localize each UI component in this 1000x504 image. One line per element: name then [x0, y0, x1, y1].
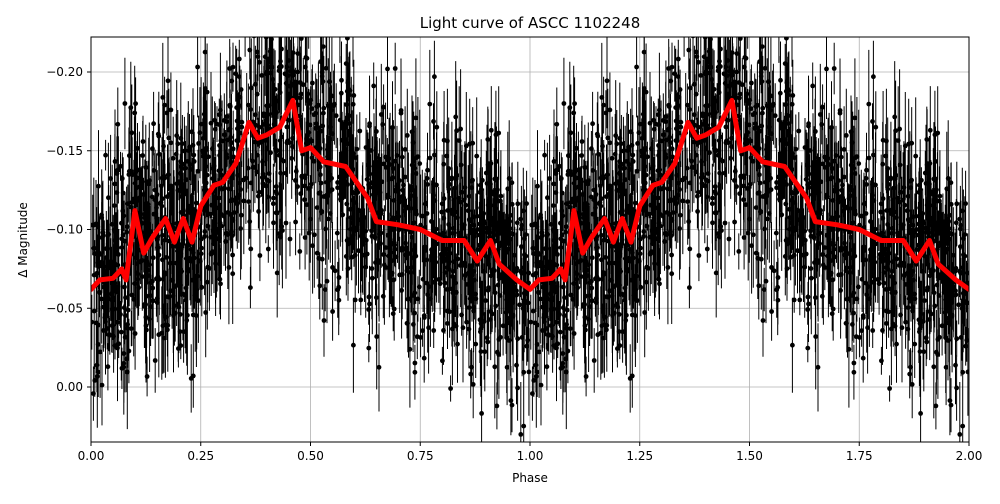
smoothed-curve-line — [91, 97, 969, 292]
y-axis-ticks: 0.00 −0.05 −0.10 −0.15 −0.20 — [46, 65, 91, 394]
y-tick-label: 0.00 — [56, 380, 83, 394]
y-tick-label: −0.20 — [46, 65, 83, 79]
y-axis-label: Δ Magnitude — [16, 202, 30, 278]
observation-points — [91, 37, 969, 442]
chart-title: Light curve of ASCC 1102248 — [420, 14, 641, 32]
x-tick-label: 2.00 — [956, 449, 983, 463]
x-tick-label: 1.25 — [626, 449, 653, 463]
x-axis-ticks: 0.00 0.25 0.50 0.75 1.00 1.25 1.50 1.75 2.00 — [78, 442, 983, 463]
y-tick-label: −0.10 — [46, 223, 83, 237]
x-tick-label: 0.75 — [407, 449, 434, 463]
x-tick-label: 1.00 — [517, 449, 544, 463]
x-tick-label: 0.25 — [187, 449, 214, 463]
y-tick-label: −0.05 — [46, 301, 83, 315]
x-tick-label: 0.50 — [297, 449, 324, 463]
y-tick-label: −0.15 — [46, 144, 83, 158]
x-tick-label: 1.75 — [846, 449, 873, 463]
x-tick-label: 0.00 — [78, 449, 105, 463]
x-axis-label: Phase — [512, 471, 548, 485]
x-tick-label: 1.50 — [736, 449, 763, 463]
smoothed-curve — [91, 97, 969, 292]
